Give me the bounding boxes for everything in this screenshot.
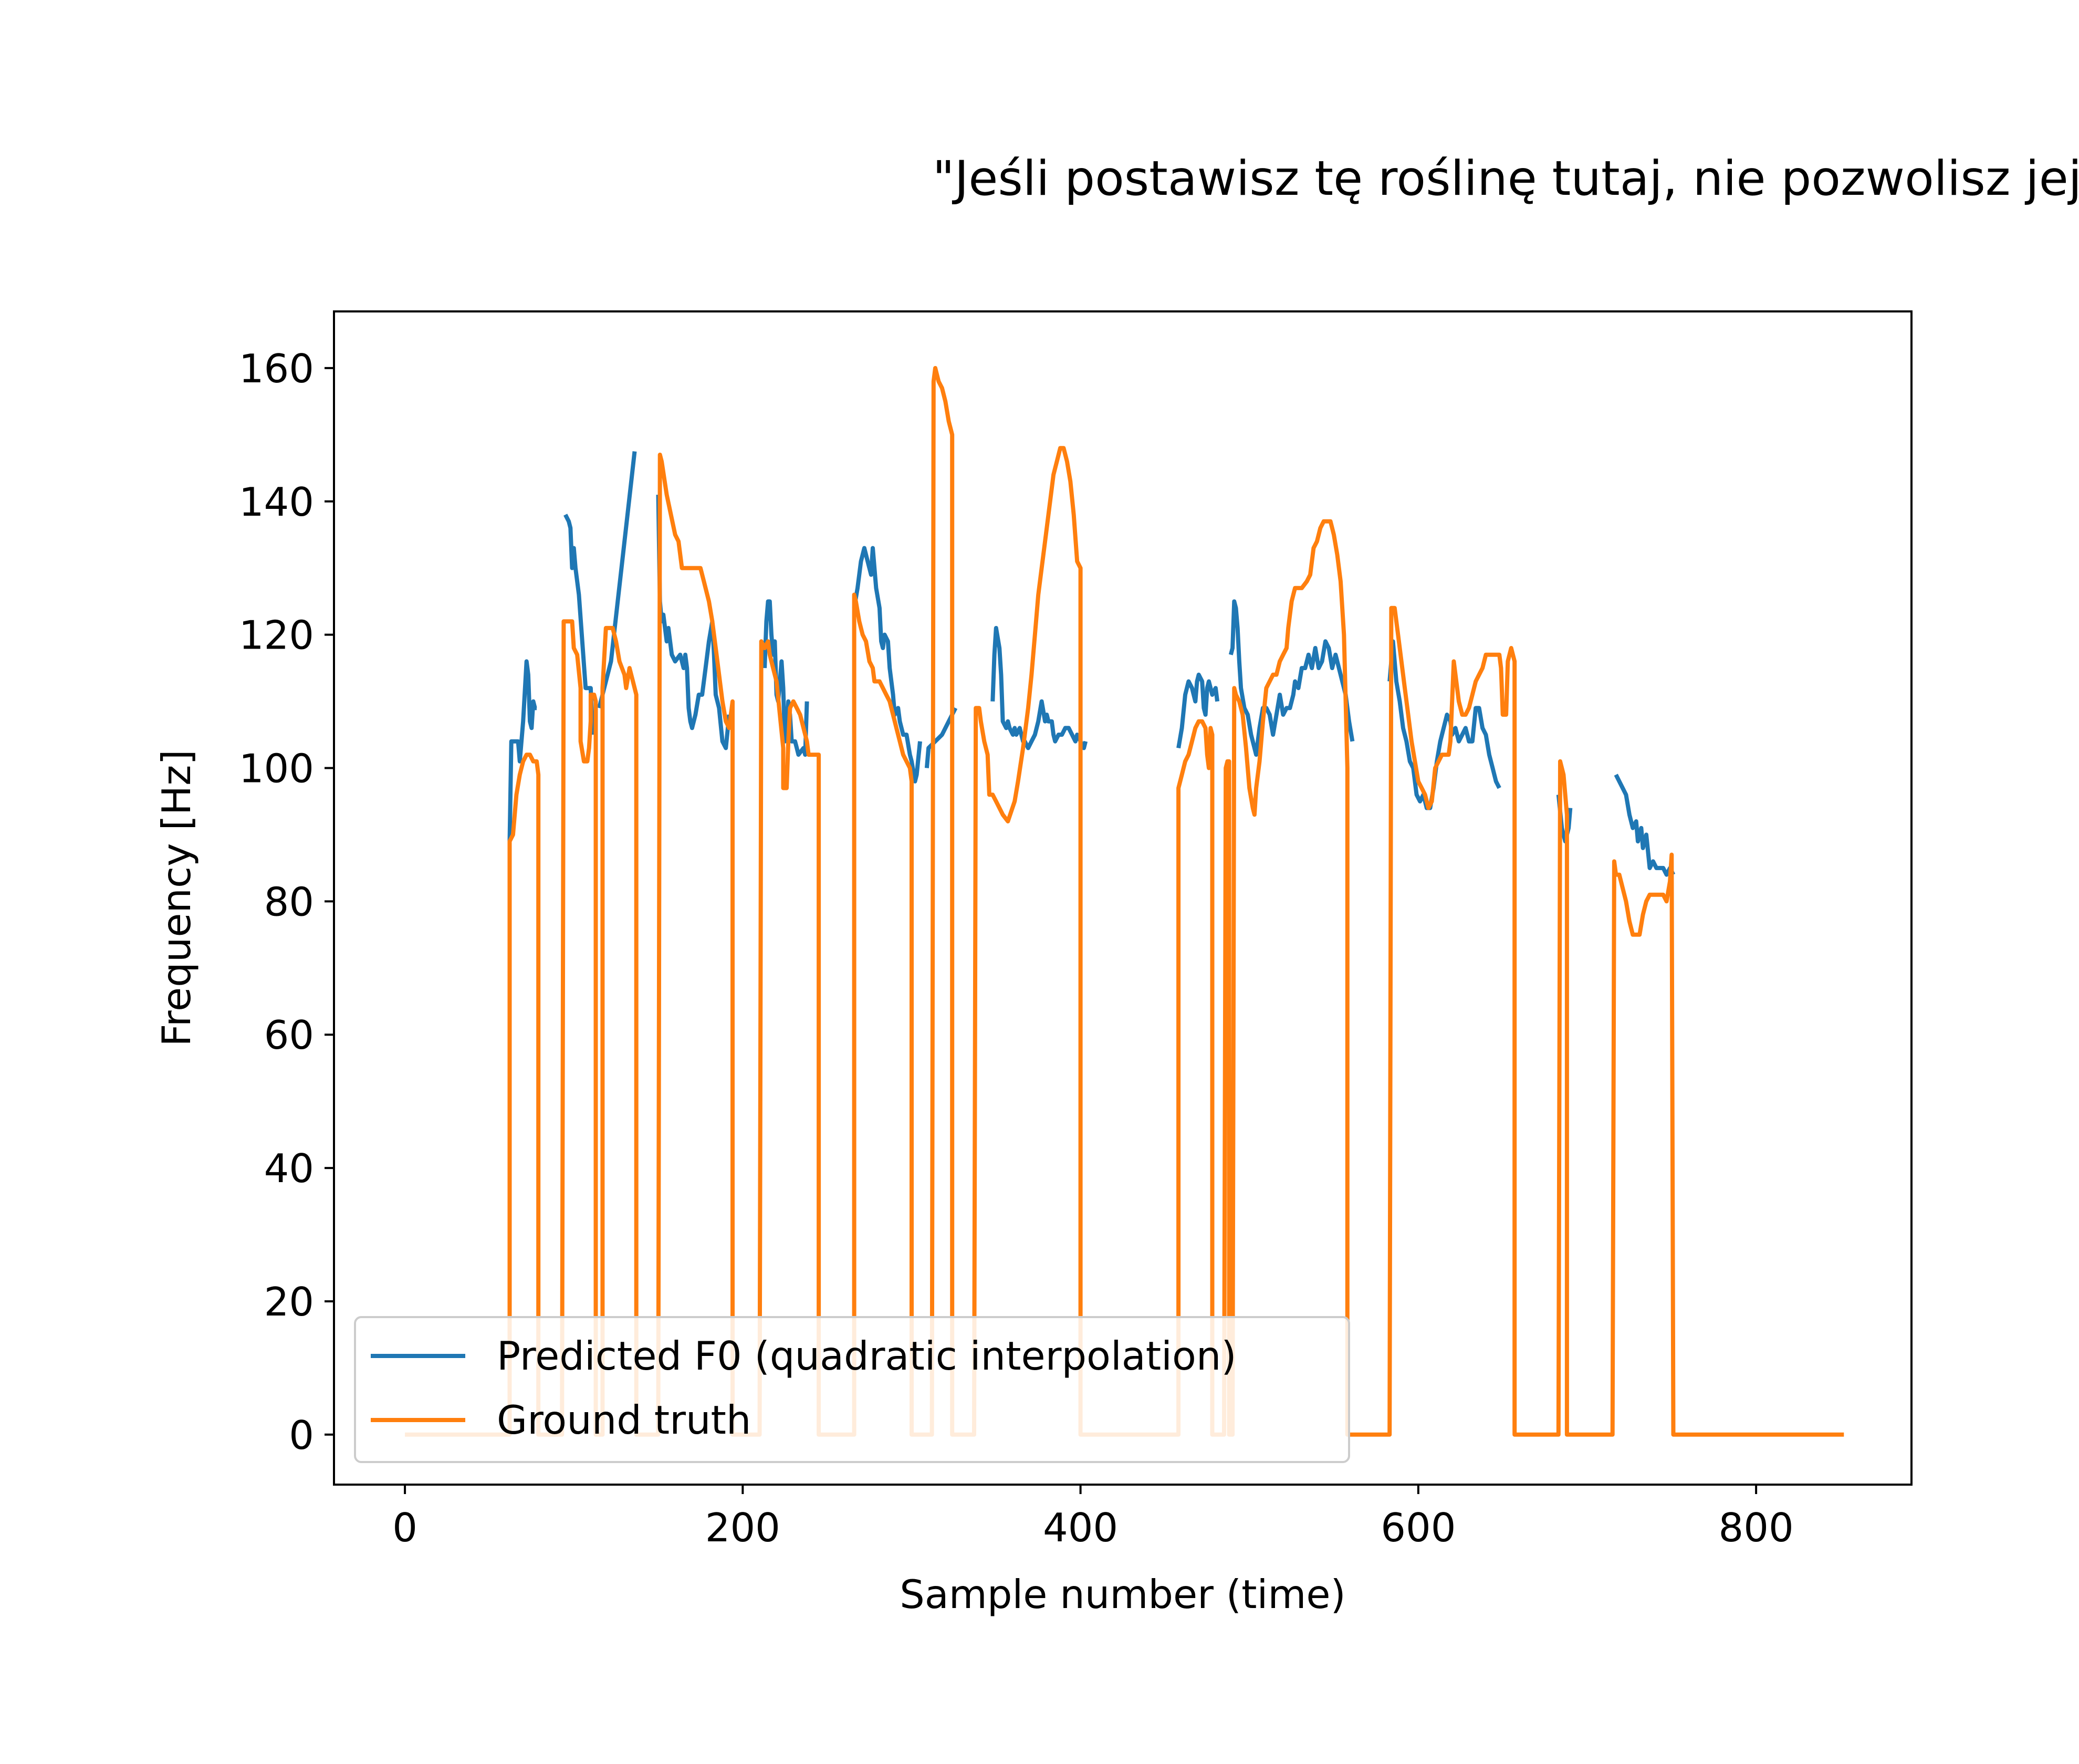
y-tick-label-0: 0	[289, 1412, 314, 1458]
x-tick-label-400: 400	[1043, 1505, 1118, 1551]
y-tick-label-80: 80	[264, 879, 314, 925]
series-line-predicted-segment-12	[1614, 774, 1676, 877]
plot-area	[333, 310, 1913, 1486]
series-line-predicted-segment-9	[1228, 599, 1355, 757]
series-line-predicted-segment-3	[656, 495, 732, 750]
series-line-predicted-segment-7	[990, 625, 1088, 750]
x-tick-label-800: 800	[1719, 1505, 1794, 1551]
series-line-predicted-segment-1	[563, 514, 595, 735]
series-line-ground-truth-segment-0	[405, 366, 1844, 1437]
y-axis-label: Frequency [Hz]	[153, 749, 200, 1047]
chart-title: "Jeśli postawisz tę roślinę tutaj, nie p…	[933, 151, 2079, 206]
series-line-predicted-segment-0	[507, 659, 537, 842]
series-line-predicted-segment-6	[924, 707, 958, 768]
x-tick-label-600: 600	[1381, 1505, 1456, 1551]
legend-label-ground-truth: Ground truth	[497, 1397, 751, 1443]
series-line-predicted-segment-4	[762, 599, 809, 757]
x-axis: 0 200 400 600 800	[392, 1485, 1794, 1551]
legend: Predicted F0 (quadratic interpolation) G…	[354, 1316, 1350, 1463]
plot-frame	[333, 310, 1913, 1486]
y-tick-label-20: 20	[264, 1279, 314, 1325]
y-tick-label-60: 60	[264, 1012, 314, 1058]
x-axis-label: Sample number (time)	[900, 1571, 1346, 1617]
y-tick-label-40: 40	[264, 1145, 314, 1192]
series-layer	[405, 366, 1844, 1437]
x-tick-label-0: 0	[392, 1505, 417, 1551]
y-axis: 0 20 40 60 80 100 120 140 160	[239, 346, 334, 1458]
legend-box	[354, 1316, 1350, 1463]
y-tick-label-100: 100	[239, 745, 314, 791]
y-tick-label-140: 140	[239, 479, 314, 525]
x-tick-label-200: 200	[705, 1505, 780, 1551]
legend-label-predicted: Predicted F0 (quadratic interpolation)	[497, 1333, 1237, 1379]
y-tick-label-160: 160	[239, 346, 314, 392]
series-line-predicted-segment-10	[1387, 639, 1501, 810]
y-tick-label-120: 120	[239, 612, 314, 659]
series-line-predicted-segment-8	[1176, 672, 1220, 749]
series-line-predicted-segment-5	[852, 546, 922, 784]
